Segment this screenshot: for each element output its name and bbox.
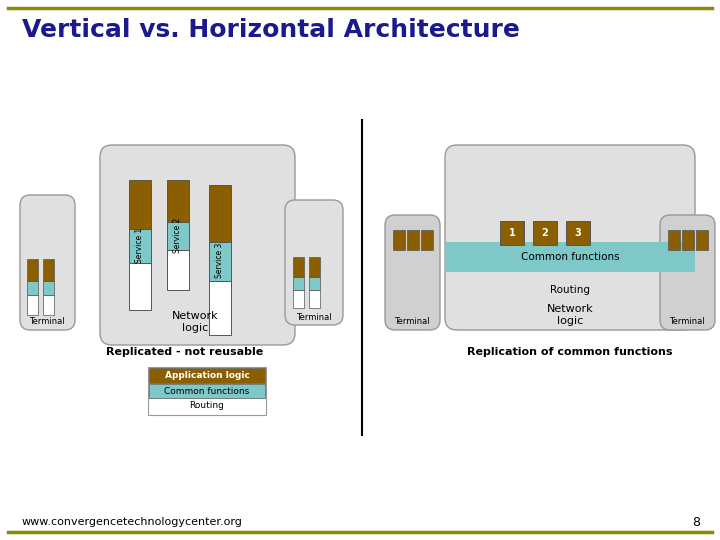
Bar: [43, 295, 54, 315]
Bar: [309, 257, 320, 277]
FancyBboxPatch shape: [385, 215, 440, 330]
Text: Service 1: Service 1: [135, 227, 145, 262]
Text: 8: 8: [692, 516, 700, 529]
Bar: [43, 281, 54, 295]
Bar: [309, 277, 320, 290]
Bar: [167, 222, 189, 251]
Text: 3: 3: [575, 228, 581, 238]
FancyBboxPatch shape: [100, 145, 295, 345]
Bar: [682, 230, 694, 250]
Bar: [293, 290, 304, 308]
Text: Routing: Routing: [189, 402, 225, 410]
Bar: [129, 180, 151, 230]
Text: Common functions: Common functions: [521, 252, 619, 262]
Bar: [445, 242, 695, 272]
Bar: [129, 230, 151, 263]
Text: Terminal: Terminal: [394, 318, 430, 327]
Bar: [293, 277, 304, 290]
Bar: [27, 295, 38, 315]
Bar: [149, 384, 265, 398]
Bar: [393, 230, 405, 250]
Text: Terminal: Terminal: [30, 318, 65, 327]
Bar: [407, 230, 419, 250]
Text: 1: 1: [508, 228, 516, 238]
Bar: [27, 259, 38, 281]
Text: Network
logic: Network logic: [171, 311, 218, 333]
FancyBboxPatch shape: [660, 215, 715, 330]
Text: Application logic: Application logic: [165, 371, 249, 380]
Bar: [167, 180, 189, 222]
Text: Network
logic: Network logic: [546, 304, 593, 326]
Text: 2: 2: [541, 228, 549, 238]
Text: Service 2: Service 2: [174, 218, 182, 253]
Bar: [566, 221, 590, 245]
Bar: [43, 259, 54, 281]
Text: Vertical vs. Horizontal Architecture: Vertical vs. Horizontal Architecture: [22, 18, 520, 42]
FancyBboxPatch shape: [20, 195, 75, 330]
Text: Terminal: Terminal: [296, 313, 332, 321]
Bar: [696, 230, 708, 250]
Bar: [167, 251, 189, 290]
Bar: [209, 185, 231, 242]
Bar: [148, 367, 266, 415]
Text: Terminal: Terminal: [669, 318, 705, 327]
Bar: [421, 230, 433, 250]
Bar: [500, 221, 524, 245]
Bar: [533, 221, 557, 245]
Text: www.convergencetechnologycenter.org: www.convergencetechnologycenter.org: [22, 517, 243, 527]
FancyBboxPatch shape: [285, 200, 343, 325]
Bar: [149, 368, 265, 383]
Text: Routing: Routing: [550, 285, 590, 295]
Bar: [129, 263, 151, 310]
Bar: [668, 230, 680, 250]
Text: Replicated - not reusable: Replicated - not reusable: [107, 347, 264, 357]
FancyBboxPatch shape: [445, 145, 695, 330]
Text: Service 3: Service 3: [215, 242, 225, 278]
Text: Replication of common functions: Replication of common functions: [467, 347, 672, 357]
Bar: [209, 242, 231, 281]
Bar: [293, 257, 304, 277]
Bar: [309, 290, 320, 308]
Text: Common functions: Common functions: [164, 387, 250, 395]
Bar: [209, 281, 231, 335]
Bar: [27, 281, 38, 295]
